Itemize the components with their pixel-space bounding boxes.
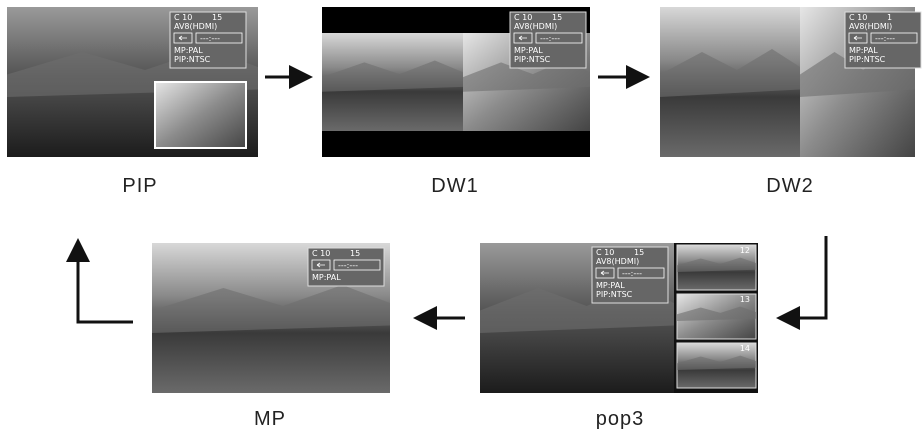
scenery (677, 306, 756, 321)
osd-icon (311, 259, 331, 271)
osd-channel: C 10 (174, 13, 192, 22)
osd-time-box (195, 32, 243, 44)
mode-label: PIP (122, 175, 157, 197)
arrow (66, 238, 133, 324)
osd-icon (513, 32, 533, 44)
arrow (776, 236, 828, 330)
osd-box (591, 246, 669, 304)
osd-box (844, 11, 922, 69)
osd-number: 1 (887, 13, 892, 22)
osd-source: AV8(HDMI) (174, 22, 217, 31)
osd-icon-arrow (178, 35, 187, 41)
osd-box (169, 11, 247, 69)
scenery (660, 49, 800, 97)
osd-time: ---:--- (540, 34, 560, 43)
osd-icon-arrow (853, 35, 862, 41)
mode-label: MP (254, 408, 286, 430)
mode-label: DW1 (431, 175, 478, 197)
window-number: 13 (740, 295, 750, 304)
osd-time: ---:--- (875, 34, 895, 43)
scenery (152, 285, 390, 333)
osd-number: 15 (350, 249, 360, 258)
osd-main: MP:PAL (174, 46, 203, 55)
osd-source: AV8(HDMI) (514, 22, 557, 31)
osd-channel: C 10 (596, 248, 614, 257)
osd-main: MP:PAL (514, 46, 543, 55)
osd-channel: C 10 (312, 249, 330, 258)
osd-box (307, 247, 385, 287)
osd-main: MP:PAL (596, 281, 625, 290)
osd-number: 15 (552, 13, 562, 22)
osd-number: 15 (634, 248, 644, 257)
scenery (677, 257, 756, 272)
osd-box (509, 11, 587, 69)
osd-icon-arrow (518, 35, 527, 41)
osd-time: ---:--- (622, 269, 642, 278)
osd-icon-arrow (316, 262, 325, 268)
scenery (677, 355, 756, 370)
osd-time: ---:--- (338, 261, 358, 270)
arrows (66, 65, 828, 330)
osd-time-box (333, 259, 381, 271)
osd-sub: PIP:NTSC (174, 55, 211, 64)
osd-icon (595, 267, 615, 279)
osd-number: 15 (212, 13, 222, 22)
osd-sub: PIP:NTSC (849, 55, 886, 64)
mode-label: pop3 (596, 408, 645, 430)
osd-icon-arrow (600, 270, 609, 276)
osd-main: MP:PAL (312, 273, 341, 282)
osd-icon (173, 32, 193, 44)
scenery (322, 60, 463, 92)
osd-channel: C 10 (514, 13, 532, 22)
osd-time: ---:--- (200, 34, 220, 43)
window-number: 14 (740, 344, 750, 353)
osd-time-box (535, 32, 583, 44)
osd-source: AV8(HDMI) (849, 22, 892, 31)
pip-window (154, 81, 247, 149)
osd-time-box (617, 267, 665, 279)
window-number: 12 (740, 246, 750, 255)
osd-main: MP:PAL (849, 46, 878, 55)
osd-icon (848, 32, 868, 44)
osd-source: AV8(HDMI) (596, 257, 639, 266)
osd-time-box (870, 32, 918, 44)
mode-label: DW2 (766, 175, 813, 197)
osd-channel: C 10 (849, 13, 867, 22)
osd-sub: PIP:NTSC (596, 290, 633, 299)
osd-sub: PIP:NTSC (514, 55, 551, 64)
